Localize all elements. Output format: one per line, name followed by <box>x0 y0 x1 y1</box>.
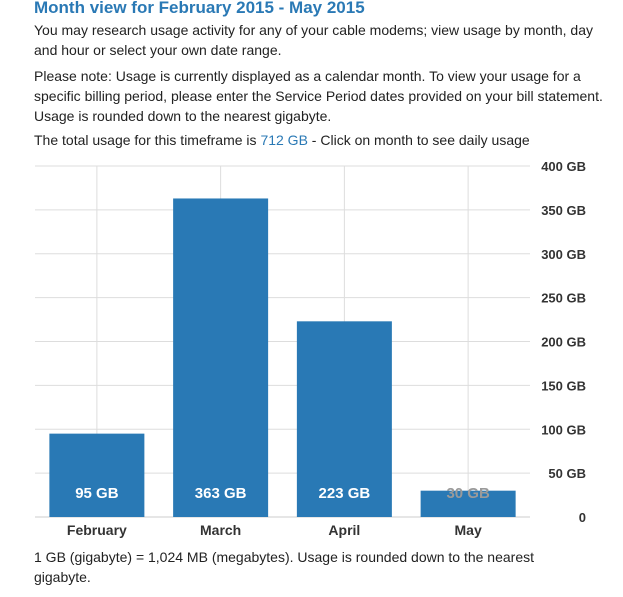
bar-may[interactable] <box>420 490 516 517</box>
note-text: Please note: Usage is currently displaye… <box>34 68 603 124</box>
x-category-label[interactable]: February <box>67 522 127 538</box>
x-category-label[interactable]: March <box>200 522 241 538</box>
footnote-text: 1 GB (gigabyte) = 1,024 MB (megabytes). … <box>34 549 535 585</box>
total-usage-text: The total usage for this timeframe is 71… <box>34 130 609 150</box>
total-usage-suffix: - Click on month to see daily usage <box>307 132 530 148</box>
bar-april[interactable] <box>296 321 392 517</box>
y-tick-label: 250 GB <box>541 291 586 306</box>
total-usage-link[interactable]: 712 GB <box>260 132 308 148</box>
y-tick-label: 400 GB <box>541 159 586 174</box>
x-category-label[interactable]: April <box>328 522 360 538</box>
data-label: 30 GB <box>446 485 490 502</box>
y-tick-label: 350 GB <box>541 203 586 218</box>
y-tick-label: 300 GB <box>541 247 586 262</box>
x-category-label[interactable]: May <box>455 522 482 538</box>
bar-march[interactable] <box>173 198 269 517</box>
data-label: 223 GB <box>319 485 371 502</box>
data-label: 95 GB <box>75 485 119 502</box>
data-label: 363 GB <box>195 485 247 502</box>
page-title: Month view for February 2015 - May 2015 <box>34 0 365 17</box>
y-tick-label: 0 <box>579 510 586 525</box>
y-tick-label: 100 GB <box>541 422 586 437</box>
y-tick-label: 200 GB <box>541 335 586 350</box>
intro-text: You may research usage activity for any … <box>34 22 593 58</box>
y-tick-label: 150 GB <box>541 378 586 393</box>
y-tick-label: 50 GB <box>548 466 586 481</box>
bar-february[interactable] <box>49 433 145 517</box>
total-usage-prefix: The total usage for this timeframe is <box>34 132 261 148</box>
